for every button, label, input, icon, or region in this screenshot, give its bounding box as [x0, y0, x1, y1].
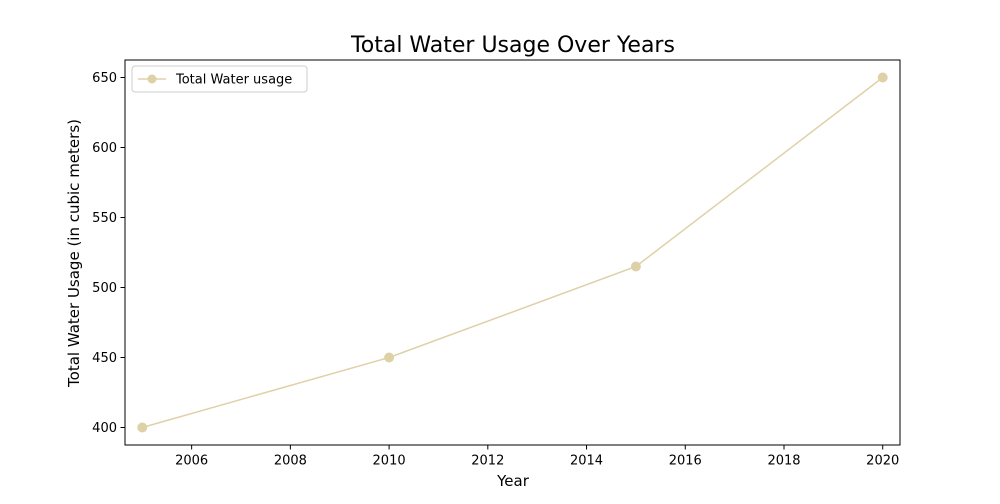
x-tick-label: 2016	[669, 454, 702, 469]
y-axis-label: Total Water Usage (in cubic meters)	[65, 119, 83, 388]
x-tick-label: 2012	[471, 454, 504, 469]
plot-frame	[124, 59, 901, 446]
series-line	[142, 76, 884, 429]
y-tick-label: 600	[92, 141, 117, 156]
y-tick-label: 450	[92, 351, 117, 366]
y-tick-label: 400	[92, 421, 117, 436]
legend-box	[131, 65, 308, 93]
x-tick-label: 2008	[274, 454, 307, 469]
y-tick-label: 500	[92, 281, 117, 296]
legend: Total Water usage	[131, 65, 308, 93]
data-point	[630, 261, 641, 272]
series-layer	[137, 72, 888, 433]
data-point	[877, 72, 888, 83]
x-tick-label: 2014	[570, 454, 603, 469]
data-point	[137, 422, 148, 433]
axis-ticks: 2006 2008 2010 2012 2014 2016 2018 2020 400 450 50…	[92, 71, 899, 469]
y-tick-label: 550	[92, 211, 117, 226]
y-tick-label: 650	[92, 71, 117, 86]
x-axis-label: Year	[496, 472, 530, 490]
data-point	[384, 352, 395, 363]
legend-marker-swatch	[147, 74, 157, 84]
x-tick-label: 2006	[175, 454, 208, 469]
x-tick-label: 2010	[373, 454, 406, 469]
chart-title: Total Water Usage Over Years	[350, 33, 675, 58]
plot-area: 2006 2008 2010 2012 2014 2016 2018 2020 400 450 50…	[92, 59, 901, 469]
x-tick-label: 2018	[767, 454, 800, 469]
legend-label: Total Water usage	[175, 73, 292, 88]
x-tick-label: 2020	[866, 454, 899, 469]
